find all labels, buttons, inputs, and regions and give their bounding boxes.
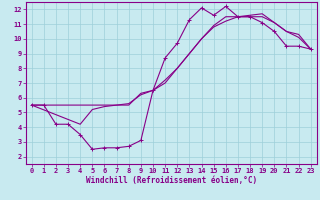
X-axis label: Windchill (Refroidissement éolien,°C): Windchill (Refroidissement éolien,°C) bbox=[86, 176, 257, 185]
